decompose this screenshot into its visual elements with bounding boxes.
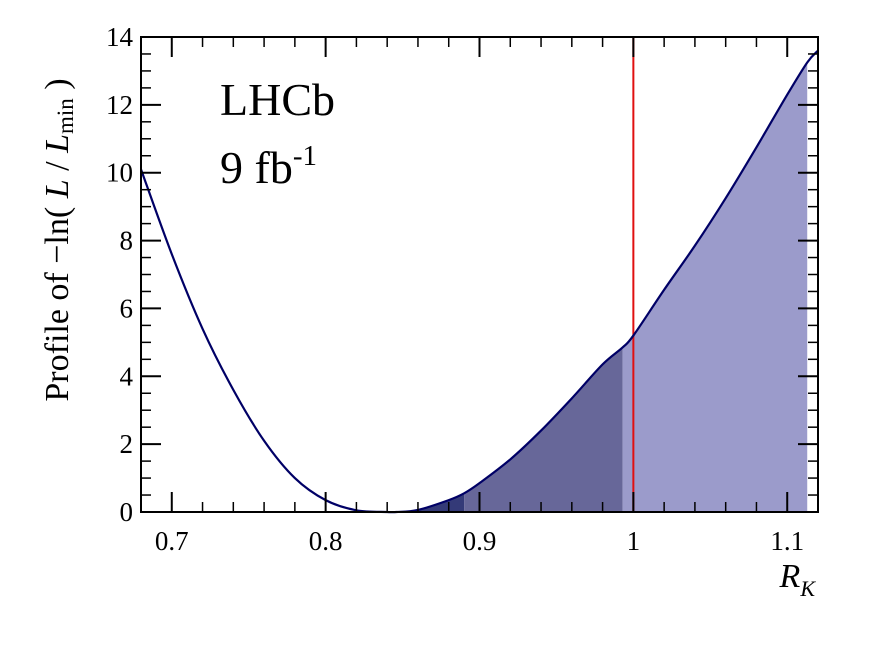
y-axis-title-l2: L bbox=[39, 134, 76, 154]
curve-line bbox=[139, 49, 819, 514]
y-axis-title: Profile of −ln( L / Lmin ) bbox=[39, 78, 78, 401]
y-tick-label-4: 8 bbox=[120, 226, 134, 256]
confidence-bands bbox=[396, 62, 808, 512]
luminosity-sup: -1 bbox=[293, 140, 317, 172]
x-tick-label-2: 0.9 bbox=[463, 526, 497, 556]
y-axis-title-suffix: ) bbox=[39, 78, 76, 98]
experiment-label: LHCb bbox=[220, 74, 335, 125]
x-tick-label-4: 1.1 bbox=[770, 526, 804, 556]
x-axis-title: RK bbox=[779, 558, 817, 601]
y-axis-title-prefix: Profile of −ln( bbox=[39, 198, 76, 401]
y-tick-label-2: 4 bbox=[120, 361, 134, 391]
y-axis-title-l1: L bbox=[39, 179, 76, 199]
band-2 bbox=[622, 62, 808, 512]
luminosity-main: 9 fb bbox=[220, 142, 293, 193]
x-tick-label-0: 0.7 bbox=[155, 526, 189, 556]
x-axis-title-main: R bbox=[779, 558, 801, 595]
y-tick-label-0: 0 bbox=[120, 497, 134, 527]
x-axis-title-sub: K bbox=[799, 576, 816, 601]
y-tick-label-6: 12 bbox=[106, 90, 133, 120]
y-tick-label-5: 10 bbox=[106, 158, 133, 188]
tick-marks bbox=[140, 36, 819, 513]
x-tick-label-1: 0.8 bbox=[309, 526, 343, 556]
band-0 bbox=[396, 493, 465, 512]
y-tick-label-3: 6 bbox=[120, 293, 134, 323]
y-tick-label-7: 14 bbox=[106, 22, 134, 52]
y-axis-title-sub: min bbox=[53, 98, 78, 134]
y-tick-label-1: 2 bbox=[120, 429, 134, 459]
curve-group bbox=[139, 49, 819, 514]
x-tick-label-3: 1 bbox=[627, 526, 641, 556]
luminosity-label: 9 fb-1 bbox=[220, 140, 317, 193]
y-tick-labels: 0 2 4 6 8 10 12 14 bbox=[106, 22, 134, 527]
x-tick-labels: 0.7 0.8 0.9 1 1.1 bbox=[155, 526, 804, 556]
y-axis-title-slash: / bbox=[39, 153, 76, 179]
